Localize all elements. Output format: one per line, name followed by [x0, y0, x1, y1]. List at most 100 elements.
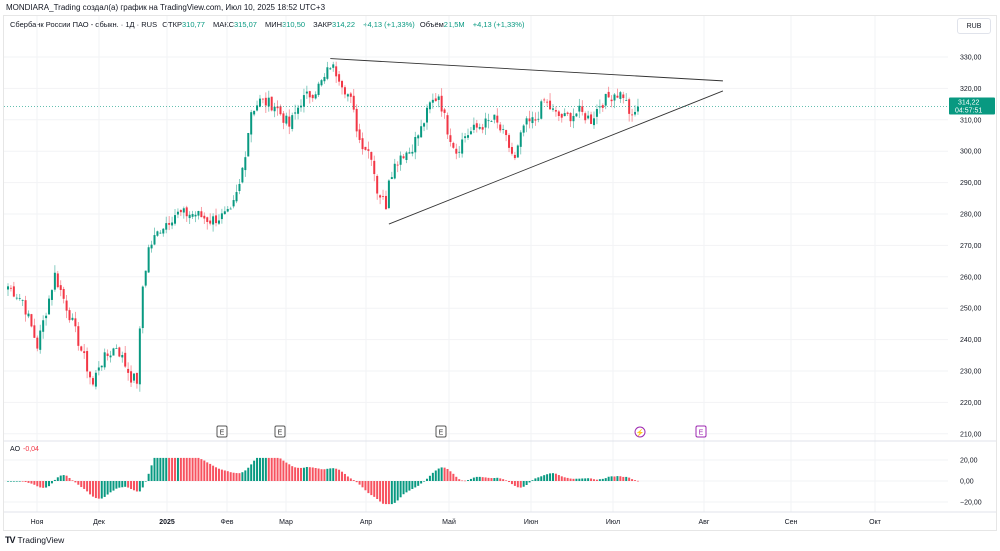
candle-body — [584, 113, 587, 121]
event-glyph: E — [699, 430, 704, 437]
candle-body — [411, 151, 414, 154]
ao-bar — [449, 471, 452, 481]
candle-body — [235, 192, 238, 202]
ao-bar — [543, 475, 546, 481]
trendline-support[interactable] — [388, 90, 724, 225]
ao-value: -0,04 — [23, 446, 39, 453]
candle-body — [423, 123, 426, 127]
ao-bar — [554, 473, 557, 481]
ao-bar — [179, 457, 182, 481]
ao-bar — [610, 476, 613, 481]
ao-bar — [502, 479, 505, 481]
candle-body — [499, 124, 502, 131]
ao-bar — [335, 468, 338, 481]
ao-bar — [405, 481, 408, 493]
volume-change: +4,13 (+1,33%) — [472, 20, 525, 29]
candle-body — [320, 80, 323, 86]
ao-bar — [437, 468, 440, 481]
ao-bar — [508, 481, 511, 483]
price-tick-label: 260,00 — [960, 274, 982, 281]
ao-bar — [428, 475, 431, 481]
currency-button[interactable]: RUB — [957, 18, 991, 34]
candle-body — [367, 149, 370, 151]
ao-bar — [423, 481, 426, 482]
ao-bar — [12, 481, 15, 482]
tradingview-logo[interactable]: TV TradingView — [5, 535, 64, 545]
candle-body — [147, 247, 150, 273]
candle-body — [308, 91, 311, 98]
candle-body — [604, 93, 607, 106]
candle-body — [358, 129, 361, 140]
ao-bar — [48, 481, 51, 487]
ao-bar — [71, 480, 74, 481]
ao-label: AO — [10, 446, 21, 453]
time-tick-label: Фев — [221, 519, 234, 526]
price-tick-label: 330,00 — [960, 55, 982, 62]
ao-bar — [39, 481, 42, 488]
candle-body — [18, 297, 21, 299]
candle-body — [478, 127, 481, 129]
ao-bar — [267, 457, 270, 481]
ao-bar — [130, 481, 133, 490]
earnings-icon[interactable] — [274, 425, 286, 438]
earnings-icon[interactable] — [435, 425, 447, 438]
candle-body — [578, 105, 581, 112]
candle-body — [56, 273, 59, 288]
time-tick-label: Июл — [606, 519, 620, 526]
ao-tick-label: −20,00 — [960, 500, 982, 507]
ao-bar — [349, 478, 352, 481]
candle-body — [232, 200, 235, 207]
ao-bar — [100, 481, 103, 499]
ao-bar — [317, 468, 320, 481]
dividend-lightning-icon[interactable] — [634, 426, 646, 438]
ao-bar — [45, 481, 48, 488]
candle-body — [619, 92, 622, 99]
time-tick-label: Апр — [360, 519, 372, 526]
ao-bar — [311, 467, 314, 481]
candle-body — [50, 290, 53, 300]
ao-bar — [258, 457, 261, 481]
candle-body — [428, 102, 431, 110]
earnings-icon[interactable] — [695, 425, 707, 438]
trendline-resistance[interactable] — [330, 58, 723, 82]
ao-bar — [24, 481, 27, 482]
ao-bar — [30, 481, 33, 484]
candle-body — [197, 211, 200, 216]
candle-body — [528, 118, 531, 122]
ao-bar — [475, 476, 478, 481]
candle-body — [174, 215, 177, 224]
candle-body — [467, 135, 470, 138]
candle-body — [472, 124, 475, 130]
ao-bar — [42, 481, 45, 488]
ao-bar — [396, 481, 399, 501]
earnings-icon[interactable] — [216, 425, 228, 438]
price-tick-label: 310,00 — [960, 117, 982, 124]
candle-body — [622, 94, 625, 99]
symbol-legend: Сбербанк России ПАО - обыкн. · 1Д · RUS … — [10, 20, 527, 29]
candle-body — [118, 347, 121, 357]
candle-body — [323, 76, 326, 82]
candle-body — [534, 119, 537, 121]
candle-body — [200, 211, 203, 218]
symbol-name[interactable]: Сбербанк России ПАО - обыкн. · 1Д · RUS — [10, 20, 158, 29]
candle-body — [625, 100, 628, 101]
ao-bar — [103, 481, 106, 497]
ao-bar — [522, 481, 525, 487]
candle-body — [89, 371, 92, 378]
candle-body — [171, 222, 174, 226]
candle-body — [610, 99, 613, 102]
ao-bar — [182, 457, 185, 481]
ao-bar — [261, 457, 264, 481]
candle-body — [370, 151, 373, 160]
tv-logo-icon: TV — [5, 535, 15, 545]
candle-body — [182, 208, 185, 213]
ao-bar — [505, 480, 508, 481]
ao-bar — [631, 479, 634, 481]
candle-body — [537, 118, 540, 120]
ao-bar — [247, 467, 250, 481]
ao-bar — [528, 481, 531, 483]
candle-body — [109, 355, 112, 358]
candle-body — [279, 106, 282, 115]
candle-body — [194, 214, 197, 217]
